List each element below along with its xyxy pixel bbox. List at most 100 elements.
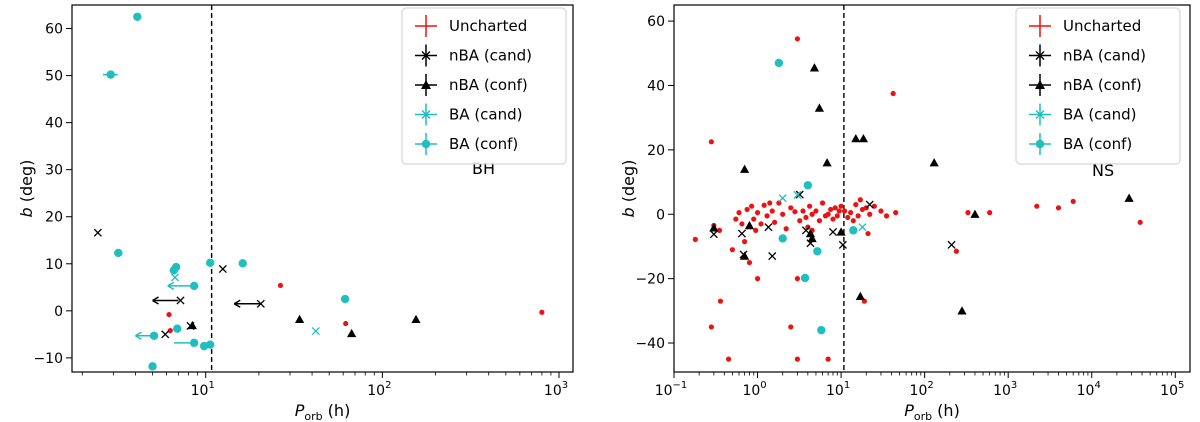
ns-uncharted-point bbox=[767, 200, 773, 206]
ns-nba-cand-point bbox=[764, 223, 773, 232]
ns-uncharted-point bbox=[836, 208, 842, 214]
ns-uncharted-point bbox=[776, 200, 782, 206]
bh-nba-conf-point bbox=[411, 314, 421, 323]
ns-uncharted-point bbox=[794, 276, 801, 282]
bh-legend-label: nBA (cand) bbox=[449, 47, 532, 65]
ns-uncharted-point bbox=[834, 213, 840, 219]
bh-axes-frame bbox=[71, 4, 574, 373]
ns-uncharted-point bbox=[746, 259, 753, 266]
bh-legend-marker bbox=[415, 103, 437, 126]
ns-uncharted-point bbox=[754, 210, 761, 216]
ns-uncharted-point bbox=[764, 213, 770, 219]
bh-legend-marker bbox=[415, 15, 437, 37]
bh-uncharted-point bbox=[166, 311, 172, 318]
ns-x-tick-label: 103 bbox=[993, 380, 1017, 399]
bh-ba-cand-point bbox=[170, 273, 180, 282]
ns-legend-marker bbox=[1029, 133, 1051, 155]
ns-uncharted-point bbox=[769, 208, 775, 214]
ns-uncharted-point bbox=[792, 209, 798, 215]
bh-ba-conf-point bbox=[205, 340, 215, 349]
bh-x-tick-label: 101 bbox=[191, 380, 215, 399]
ns-y-tick-label: 40 bbox=[647, 78, 665, 94]
bh-ba-conf-point bbox=[114, 248, 123, 258]
ns-nba-cand-point bbox=[795, 190, 804, 199]
ns-nba-conf-point bbox=[740, 164, 750, 173]
ns-ba-conf-point bbox=[800, 273, 810, 283]
bh-limit-arrow bbox=[167, 281, 195, 291]
ns-legend-marker bbox=[1029, 15, 1051, 37]
ns-uncharted-point bbox=[953, 248, 960, 254]
bh-limit-arrow bbox=[152, 296, 179, 305]
ns-x-tick-label: 10−1 bbox=[655, 380, 688, 399]
ns-ba-cand-point bbox=[793, 190, 802, 199]
ns-uncharted-point bbox=[788, 324, 794, 330]
ns-y-tick-label: −20 bbox=[635, 272, 665, 288]
ns-ba-conf-point bbox=[803, 181, 813, 190]
ns-y-tick-label: −40 bbox=[635, 336, 665, 352]
ns-uncharted-point bbox=[783, 226, 789, 232]
ns-uncharted-point bbox=[761, 202, 767, 208]
ns-uncharted-point bbox=[878, 208, 884, 214]
ns-legend-marker bbox=[1029, 44, 1051, 67]
ns-uncharted-point bbox=[753, 227, 759, 233]
ns-uncharted-point bbox=[848, 210, 854, 216]
ns-uncharted-point bbox=[788, 205, 794, 211]
bh-ba-conf-point bbox=[238, 259, 247, 268]
ns-uncharted-point bbox=[1034, 203, 1040, 209]
ns-nba-conf-point bbox=[814, 103, 825, 112]
ns-uncharted-point bbox=[807, 203, 813, 209]
ns-nba-conf-point bbox=[858, 134, 869, 143]
bh-uncharted-point bbox=[539, 309, 545, 315]
ns-panel: 10−1 100 101 102 103 104 105 −40 −20 0 20 40 60 Porb … bbox=[619, 4, 1191, 422]
ns-uncharted-point bbox=[819, 200, 826, 206]
ns-uncharted-point bbox=[965, 210, 971, 216]
ns-legend-box bbox=[1015, 7, 1181, 165]
ns-nba-cand-point bbox=[709, 230, 718, 239]
ns-y-tick-label: 60 bbox=[647, 14, 665, 30]
bh-nba-cand-point bbox=[218, 264, 227, 274]
ns-uncharted-point bbox=[780, 211, 786, 217]
ns-uncharted-point bbox=[742, 239, 748, 245]
ns-nba-cand-point bbox=[838, 240, 847, 249]
bh-legend-marker bbox=[415, 74, 437, 96]
ns-uncharted-point bbox=[733, 216, 739, 222]
ns-uncharted-point bbox=[739, 221, 745, 227]
ns-uncharted-point bbox=[749, 203, 755, 209]
ns-x-tick-label: 102 bbox=[910, 380, 934, 399]
bh-ba-conf-point bbox=[149, 331, 159, 340]
ns-legend-label: nBA (conf) bbox=[1063, 76, 1142, 94]
ns-uncharted-point bbox=[1070, 198, 1076, 204]
bh-uncharted-point bbox=[167, 327, 173, 334]
ns-uncharted-point bbox=[754, 276, 761, 282]
ns-legend-label: nBA (cand) bbox=[1063, 47, 1146, 65]
ns-nba-conf-point bbox=[744, 220, 755, 230]
ns-uncharted-point bbox=[708, 139, 714, 145]
bh-x-tick-label: 102 bbox=[367, 380, 391, 399]
ns-uncharted-point bbox=[987, 210, 993, 216]
bh-ba-conf-point bbox=[205, 258, 215, 268]
bh-nba-conf-point bbox=[187, 320, 197, 330]
ns-nba-cand-point bbox=[737, 229, 746, 238]
bh-legend-marker bbox=[415, 44, 437, 67]
bh-y-tick-label: 20 bbox=[45, 210, 63, 226]
bh-ba-conf-point bbox=[133, 12, 142, 21]
ns-uncharted-point bbox=[805, 224, 811, 230]
bh-uncharted-point bbox=[277, 282, 284, 289]
ns-uncharted-point bbox=[809, 211, 815, 217]
ns-legend-label: Uncharted bbox=[1063, 17, 1141, 35]
ns-nba-conf-point bbox=[822, 158, 832, 167]
ns-nba-conf-point bbox=[1124, 193, 1134, 202]
ns-uncharted-point bbox=[800, 208, 806, 214]
ns-uncharted-point bbox=[883, 213, 890, 219]
ns-uncharted-point bbox=[772, 219, 778, 225]
ns-uncharted-point bbox=[841, 208, 848, 214]
bh-y-tick-label: −10 bbox=[33, 351, 63, 367]
bh-panel: 101 102 103 −10 0 10 20 30 40 50 60 Porb (h) b (deg)… bbox=[17, 4, 574, 422]
ns-nba-conf-point bbox=[740, 251, 750, 260]
ns-nba-conf-point bbox=[957, 306, 967, 315]
ns-uncharted-point bbox=[803, 214, 809, 221]
ns-x-tick-label: 101 bbox=[826, 380, 850, 399]
bh-ba-conf-point bbox=[189, 281, 199, 291]
bh-limit-arrow bbox=[233, 299, 261, 308]
